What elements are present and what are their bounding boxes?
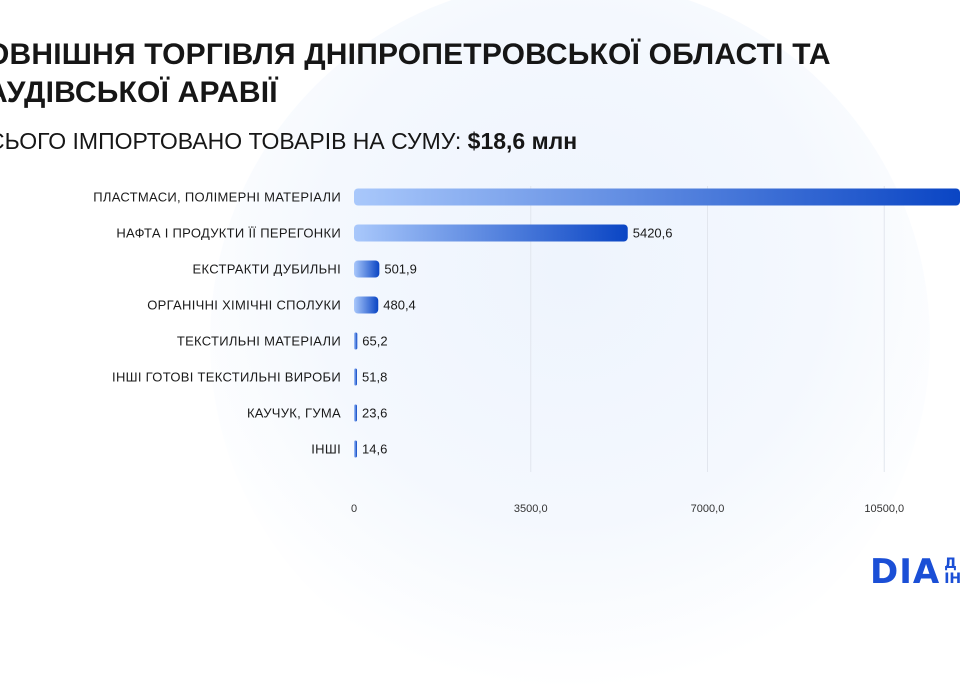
value-label: 65,2 — [362, 334, 387, 349]
dia-logo-text: DIA — [870, 552, 941, 592]
x-tick-label: 10500,0 — [864, 503, 904, 515]
category-label: ТЕКСТИЛЬНІ МАТЕРІАЛИ — [177, 334, 341, 349]
category-label: КАУЧУК, ГУМА — [247, 406, 341, 421]
import-bar-chart: ПЛАСТМАСИ, ПОЛІМЕРНІ МАТЕРІАЛИ НАФТА І ПР… — [93, 186, 960, 515]
value-label: 480,4 — [383, 298, 416, 313]
bar — [354, 188, 960, 206]
subtitle-text: СЬОГО ІМПОРТОВАНО ТОВАРІВ НА СУМУ: — [0, 128, 462, 154]
category-label: НАФТА І ПРОДУКТИ ЇЇ ПЕРЕГОНКИ — [116, 226, 341, 241]
bar — [354, 368, 357, 386]
value-labels: 5420,6 501,9 480,4 65,2 51,8 23,6 14,6 — [362, 226, 673, 457]
value-label: 14,6 — [362, 442, 387, 457]
subtitle: СЬОГО ІМПОРТОВАНО ТОВАРІВ НА СУМУ: $18,6… — [0, 127, 577, 155]
bar — [354, 260, 380, 278]
category-label: ПЛАСТМАСИ, ПОЛІМЕРНІ МАТЕРІАЛИ — [93, 190, 341, 205]
x-axis-ticks: 0 3500,0 7000,0 10500,0 — [351, 503, 904, 515]
bar — [354, 440, 357, 458]
bar — [354, 296, 379, 314]
value-label: 501,9 — [384, 262, 417, 277]
bar — [354, 224, 628, 242]
category-label: ОРГАНІЧНІ ХІМІЧНІ СПОЛУКИ — [147, 298, 341, 313]
dia-logo-side: Д ІН — [944, 556, 960, 587]
x-tick-label: 3500,0 — [514, 503, 548, 515]
background-circle — [210, 0, 930, 700]
value-label: 51,8 — [362, 370, 387, 385]
bar — [354, 404, 357, 422]
x-tick-label: 7000,0 — [691, 503, 725, 515]
value-label: 23,6 — [362, 406, 387, 421]
dia-logo: DIA Д ІН — [870, 552, 960, 592]
category-label: ІНШІ ГОТОВІ ТЕКСТИЛЬНІ ВИРОБИ — [112, 370, 341, 385]
page-title: ОВНІШНЯ ТОРГІВЛЯ ДНІПРОПЕТРОВСЬКОЇ ОБЛАС… — [0, 38, 831, 109]
category-labels: ПЛАСТМАСИ, ПОЛІМЕРНІ МАТЕРІАЛИ НАФТА І ПР… — [93, 190, 341, 457]
value-label: 5420,6 — [633, 226, 673, 241]
import-total-amount: $18,6 млн — [467, 128, 578, 154]
bar — [354, 332, 358, 350]
category-label: ІНШІ — [311, 442, 341, 457]
category-label: ЕКСТРАКТИ ДУБИЛЬНІ — [193, 262, 341, 277]
x-tick-label: 0 — [351, 503, 357, 515]
bars — [354, 188, 960, 458]
